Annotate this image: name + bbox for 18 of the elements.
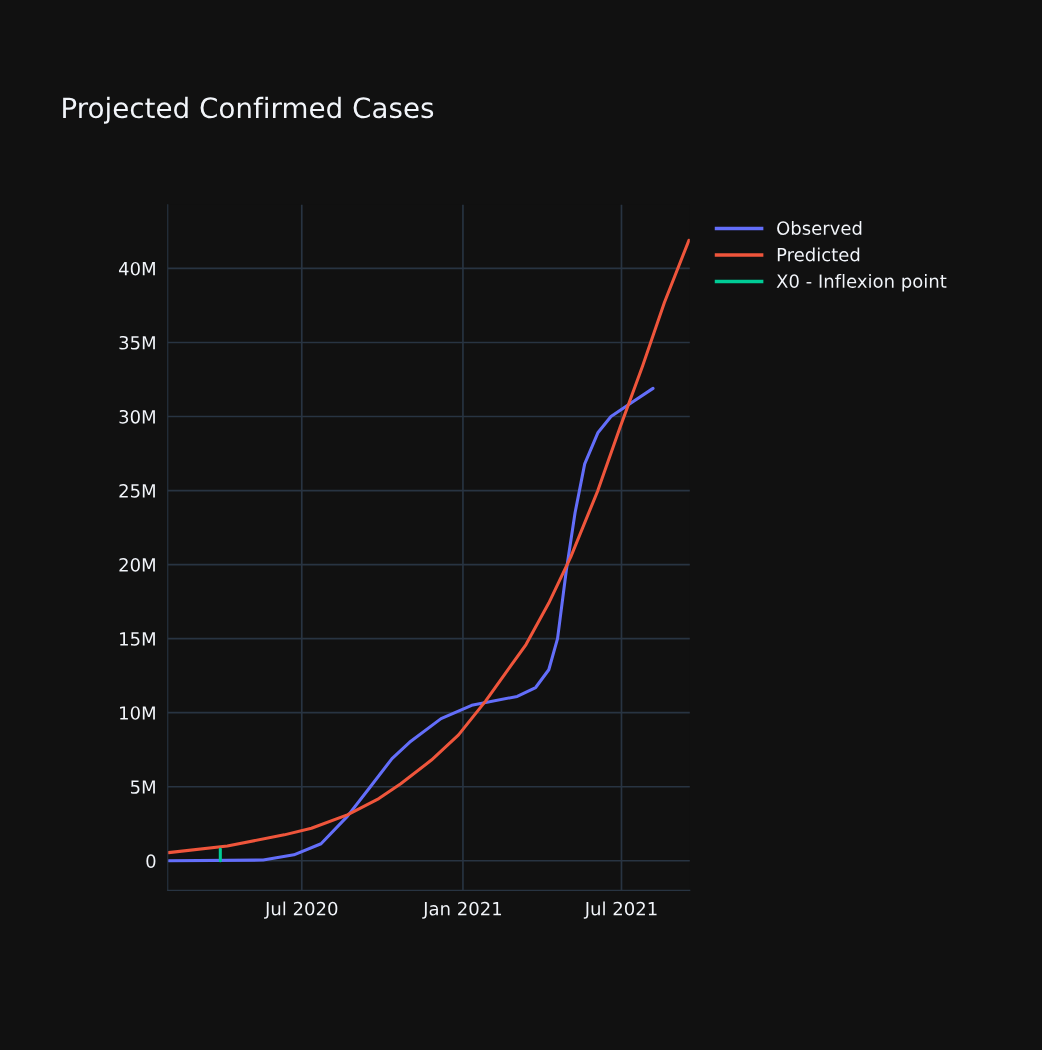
y-tick-label: 5M — [130, 780, 155, 794]
legend-label: Predicted — [777, 247, 860, 262]
y-tick-label: 20M — [119, 558, 155, 572]
y-tick-label: 15M — [120, 632, 155, 646]
y-tick-label: 40M — [118, 261, 155, 276]
line-series — [167, 386, 655, 863]
line-series — [167, 238, 690, 855]
y-tick-label: 0 — [146, 854, 156, 868]
x-tick-label: Jan 2021 — [422, 901, 502, 919]
legend-label: Observed — [777, 221, 862, 235]
legend-label: X0 - Inflexion point — [776, 274, 947, 292]
x-tick-label: Jul 2020 — [264, 901, 338, 919]
y-tick-label: 10M — [120, 706, 155, 720]
y-tick-label: 30M — [119, 409, 155, 424]
y-tick-label: 25M — [119, 484, 155, 498]
x-tick-label: Jul 2021 — [583, 901, 657, 919]
chart-title: Projected Confirmed Cases — [63, 96, 434, 124]
y-tick-label: 35M — [119, 335, 155, 350]
